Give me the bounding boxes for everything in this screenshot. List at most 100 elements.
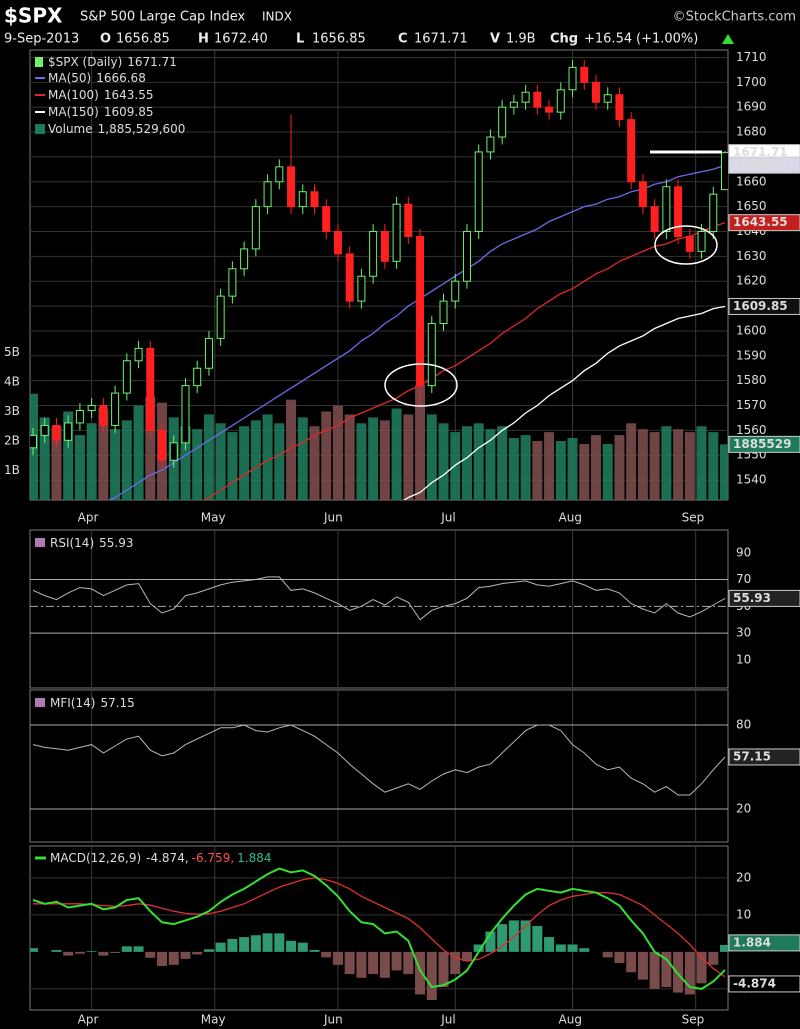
candle-body (380, 230, 389, 262)
histogram-bar (450, 951, 461, 975)
candle-body (486, 136, 495, 153)
histogram-bar (485, 931, 496, 952)
x-tick-label: May (201, 1013, 226, 1027)
volume-bar (485, 429, 496, 500)
candle-body (310, 191, 319, 208)
panel-title: RSI(14) 55.93 (50, 536, 134, 550)
volume-tick-label: 5B (4, 345, 20, 359)
volume-bar (297, 417, 308, 500)
histogram-bar (309, 950, 320, 952)
volume-bar (555, 440, 566, 500)
candle-body (662, 186, 671, 232)
histogram-bar (215, 942, 226, 952)
legend-value: 1643.55 (104, 88, 154, 102)
histogram-bar (579, 948, 590, 952)
labels: 1540155015601570158015901600161016201630… (4, 50, 800, 1027)
histogram-bar (661, 951, 672, 988)
candle-body (615, 94, 624, 121)
y-tick-label: 1560 (736, 423, 767, 437)
histogram-bar (344, 951, 355, 975)
candle-body (697, 230, 706, 252)
last-value-label: 57.15 (733, 749, 771, 763)
last-ma-label-box (728, 214, 800, 232)
histogram-bar (297, 942, 308, 952)
volume-bar (661, 426, 672, 500)
change-percent: (+1.00%) (636, 32, 698, 47)
legend-value: 1.884 (237, 851, 271, 865)
y-tick-label: 1710 (736, 50, 767, 64)
macd-line (32, 867, 726, 990)
close-label: C (398, 32, 408, 47)
histogram-bar (239, 937, 250, 952)
indicator-name: RSI(14) (50, 536, 94, 550)
volume-bar (649, 432, 660, 500)
histogram-bar (684, 951, 695, 995)
volume-bar (696, 426, 707, 500)
legend-value: -4.874, (146, 851, 189, 865)
y-tick-label: 1690 (736, 100, 767, 114)
last-close-label: 1671.71 (733, 145, 788, 159)
date: 9-Sep-2013 (4, 32, 79, 47)
volume-bar (544, 432, 555, 500)
volume-bar (708, 432, 719, 500)
volume-bar (590, 435, 601, 500)
candle-body (709, 193, 718, 232)
panel (30, 50, 728, 500)
last-ma-label: 1609.85 (733, 299, 788, 313)
volume-bar (286, 399, 297, 500)
y-tick-label: 1590 (736, 348, 767, 362)
last-volume-label: 1885529 (733, 437, 791, 451)
panel-title: MFI(14) 57.15 (50, 696, 135, 710)
volume-bar (473, 423, 484, 500)
volume-bar (98, 408, 109, 500)
x-tick-label: Sep (682, 511, 705, 525)
legend-value: 1609.85 (104, 105, 154, 119)
legend-value: 1666.68 (96, 71, 146, 85)
histogram-bar (203, 949, 214, 952)
volume-bar (637, 429, 648, 500)
histogram-bar (63, 951, 74, 956)
volume-bar (684, 432, 695, 500)
histogram-bar (86, 951, 97, 952)
index-name: S&P 500 Large Cap Index (80, 10, 246, 25)
candle-body (568, 66, 577, 91)
volume-bar (145, 396, 156, 500)
histogram-bar (157, 951, 168, 966)
candle-body (298, 191, 307, 208)
panel-title: MACD(12,26,9) -4.874, -6.759, 1.884 (50, 851, 272, 865)
last-macd-label-box (728, 975, 800, 993)
last-value-label-box (728, 589, 800, 607)
last-ma-label: 1643.55 (733, 215, 788, 229)
histogram-bar (602, 951, 613, 958)
volume-bar (450, 432, 461, 500)
candle-body (369, 230, 378, 277)
histogram-bar (286, 940, 297, 952)
candle-body (650, 206, 659, 232)
y-tick-label: 30 (736, 626, 751, 640)
x-tick-label: Aug (559, 1013, 582, 1027)
histogram-bar (133, 946, 144, 952)
histogram-bar (180, 951, 191, 959)
candle-body (87, 405, 96, 411)
volume-bar (39, 417, 50, 500)
histogram-bar (250, 935, 261, 952)
legend-name: MA(100) (48, 88, 99, 102)
volume-bar (262, 414, 273, 500)
candle-body (427, 322, 436, 387)
indicator-line (32, 724, 726, 796)
candle-body (263, 181, 272, 208)
y-tick-label: 10 (736, 907, 751, 921)
low-label: L (296, 32, 304, 47)
panel (30, 530, 728, 688)
candle-body (240, 248, 249, 270)
histogram-bar (708, 951, 719, 965)
candle-body (146, 347, 155, 431)
candle-body (122, 360, 131, 394)
x-tick-label: Apr (78, 511, 99, 525)
candle-body (181, 385, 190, 444)
volume-bar (203, 414, 214, 500)
volume-bar (51, 426, 62, 500)
y-tick-label: 1570 (736, 398, 767, 412)
last-macd-label: -4.874 (733, 976, 776, 990)
volume-bar (110, 429, 121, 500)
